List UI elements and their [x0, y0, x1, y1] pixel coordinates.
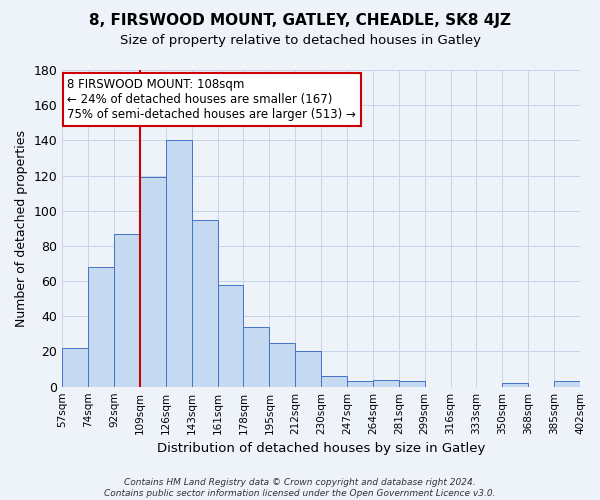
Bar	[321, 376, 347, 386]
Bar	[295, 352, 321, 386]
Bar	[88, 267, 114, 386]
Bar	[502, 383, 528, 386]
Text: 8 FIRSWOOD MOUNT: 108sqm
← 24% of detached houses are smaller (167)
75% of semi-: 8 FIRSWOOD MOUNT: 108sqm ← 24% of detach…	[67, 78, 356, 121]
Bar	[554, 382, 580, 386]
Bar	[373, 380, 399, 386]
Bar	[269, 342, 295, 386]
Text: 8, FIRSWOOD MOUNT, GATLEY, CHEADLE, SK8 4JZ: 8, FIRSWOOD MOUNT, GATLEY, CHEADLE, SK8 …	[89, 12, 511, 28]
Bar	[192, 220, 218, 386]
Bar	[62, 348, 88, 387]
Bar	[399, 382, 425, 386]
Text: Size of property relative to detached houses in Gatley: Size of property relative to detached ho…	[119, 34, 481, 47]
Y-axis label: Number of detached properties: Number of detached properties	[15, 130, 28, 327]
X-axis label: Distribution of detached houses by size in Gatley: Distribution of detached houses by size …	[157, 442, 485, 455]
Text: Contains HM Land Registry data © Crown copyright and database right 2024.
Contai: Contains HM Land Registry data © Crown c…	[104, 478, 496, 498]
Bar	[140, 178, 166, 386]
Bar	[347, 382, 373, 386]
Bar	[218, 284, 244, 386]
Bar	[244, 327, 269, 386]
Bar	[166, 140, 192, 386]
Bar	[114, 234, 140, 386]
